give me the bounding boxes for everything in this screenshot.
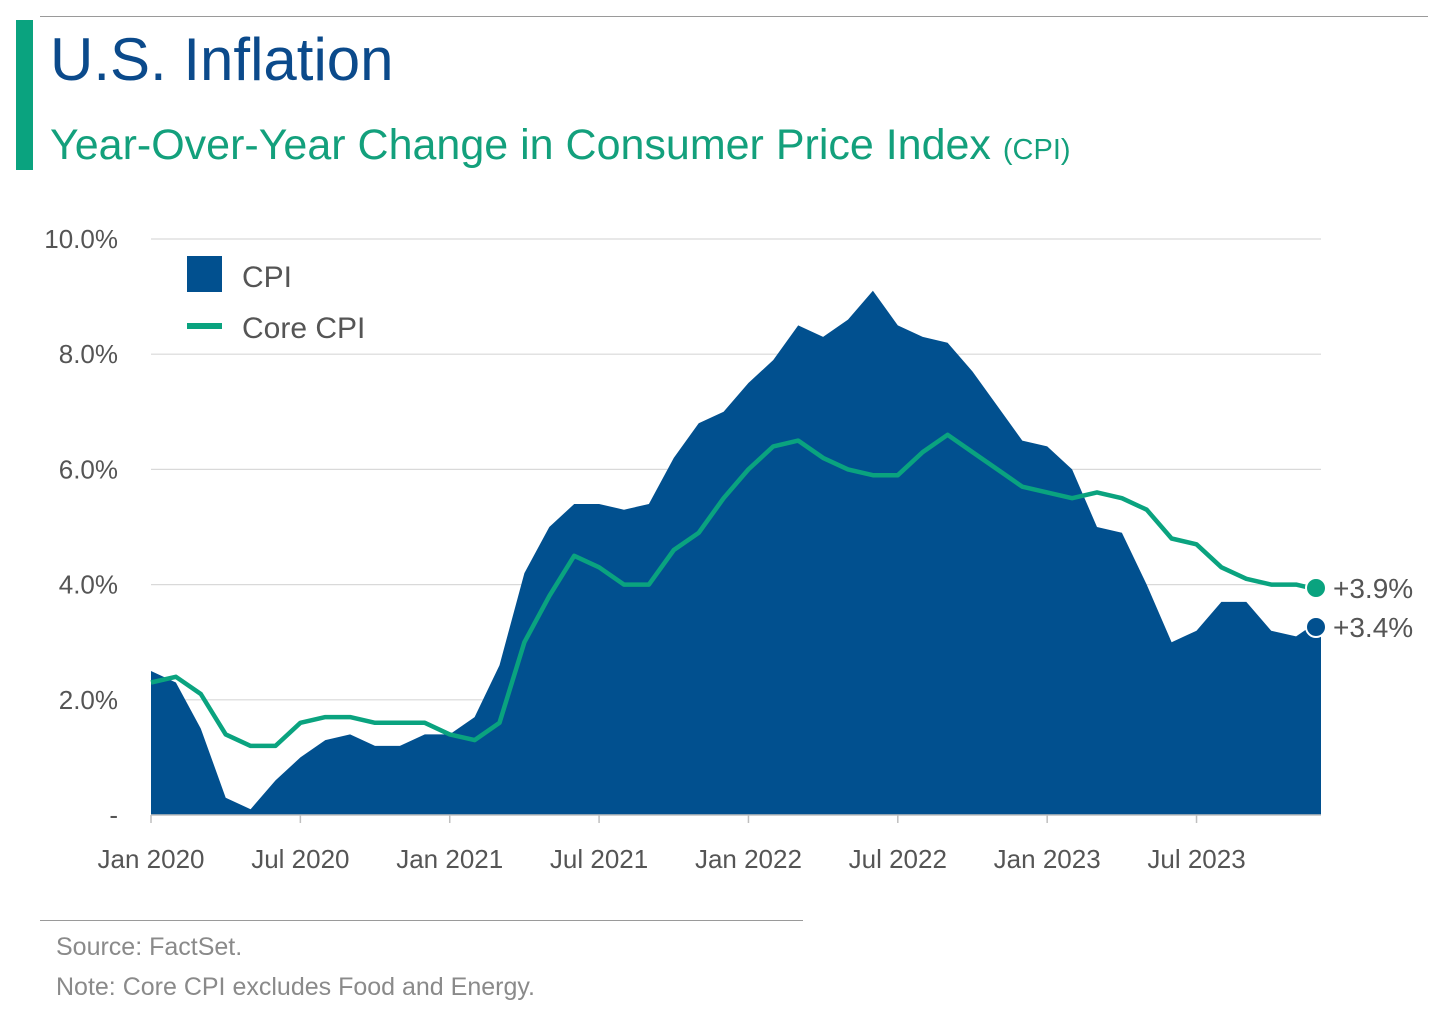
core-cpi-note: Note: Core CPI excludes Food and Energy. xyxy=(56,973,535,1001)
x-tick-label: Jan 2021 xyxy=(396,844,503,874)
x-tick-label: Jul 2023 xyxy=(1147,844,1245,874)
cpi-area xyxy=(151,290,1321,815)
x-axis xyxy=(150,814,1321,823)
cpi-area-layer xyxy=(151,290,1321,815)
cpi-end-marker xyxy=(1305,616,1327,638)
core-cpi-end-marker xyxy=(1305,577,1327,599)
x-tick-label: Jan 2023 xyxy=(994,844,1101,874)
source-note: Source: FactSet. xyxy=(56,933,243,961)
x-tick-label: Jan 2022 xyxy=(695,844,802,874)
legend-swatch-core-cpi xyxy=(187,323,222,329)
cpi-end-label: +3.4% xyxy=(1333,612,1413,643)
inflation-chart: -2.0%4.0%6.0%8.0%10.0% Jan 2020 Jul 2020 J… xyxy=(44,224,1413,874)
x-tick-label: Jan 2020 xyxy=(98,844,205,874)
y-tick-label: 2.0% xyxy=(59,685,118,715)
legend-swatch-cpi xyxy=(187,256,222,292)
chart-title: U.S. Inflation xyxy=(50,26,394,93)
y-tick-label: 10.0% xyxy=(44,224,118,254)
x-tick-label: Jul 2020 xyxy=(251,844,349,874)
y-tick-label: 8.0% xyxy=(59,339,118,369)
y-tick-label: 4.0% xyxy=(59,570,118,600)
x-tick-label: Jul 2022 xyxy=(849,844,947,874)
chart-subtitle: Year-Over-Year Change in Consumer Price … xyxy=(50,124,1071,167)
y-tick-label: 6.0% xyxy=(59,454,118,484)
legend: CPI Core CPI xyxy=(187,256,365,345)
core-cpi-line-layer xyxy=(150,432,1322,749)
legend-label-core-cpi: Core CPI xyxy=(242,312,365,345)
x-axis-labels: Jan 2020 Jul 2020 Jan 2021 Jul 2021 Jan 2022… xyxy=(98,844,1246,874)
y-axis-labels: - 2.0% 4.0% 6.0% 8.0% 10.0% xyxy=(44,224,118,830)
footer-rule xyxy=(40,920,803,921)
top-rule xyxy=(40,16,1428,17)
subtitle-small: (CPI) xyxy=(1002,134,1071,166)
end-markers: +3.9% +3.4% xyxy=(1305,573,1413,643)
y-tick-label: - xyxy=(109,800,118,830)
x-tick-label: Jul 2021 xyxy=(550,844,648,874)
subtitle-main: Year-Over-Year Change in Consumer Price … xyxy=(50,121,991,169)
legend-label-cpi: CPI xyxy=(242,261,292,294)
title-accent-bar xyxy=(16,20,33,170)
core-cpi-end-label: +3.9% xyxy=(1333,573,1413,604)
core-cpi-line xyxy=(150,432,1322,749)
